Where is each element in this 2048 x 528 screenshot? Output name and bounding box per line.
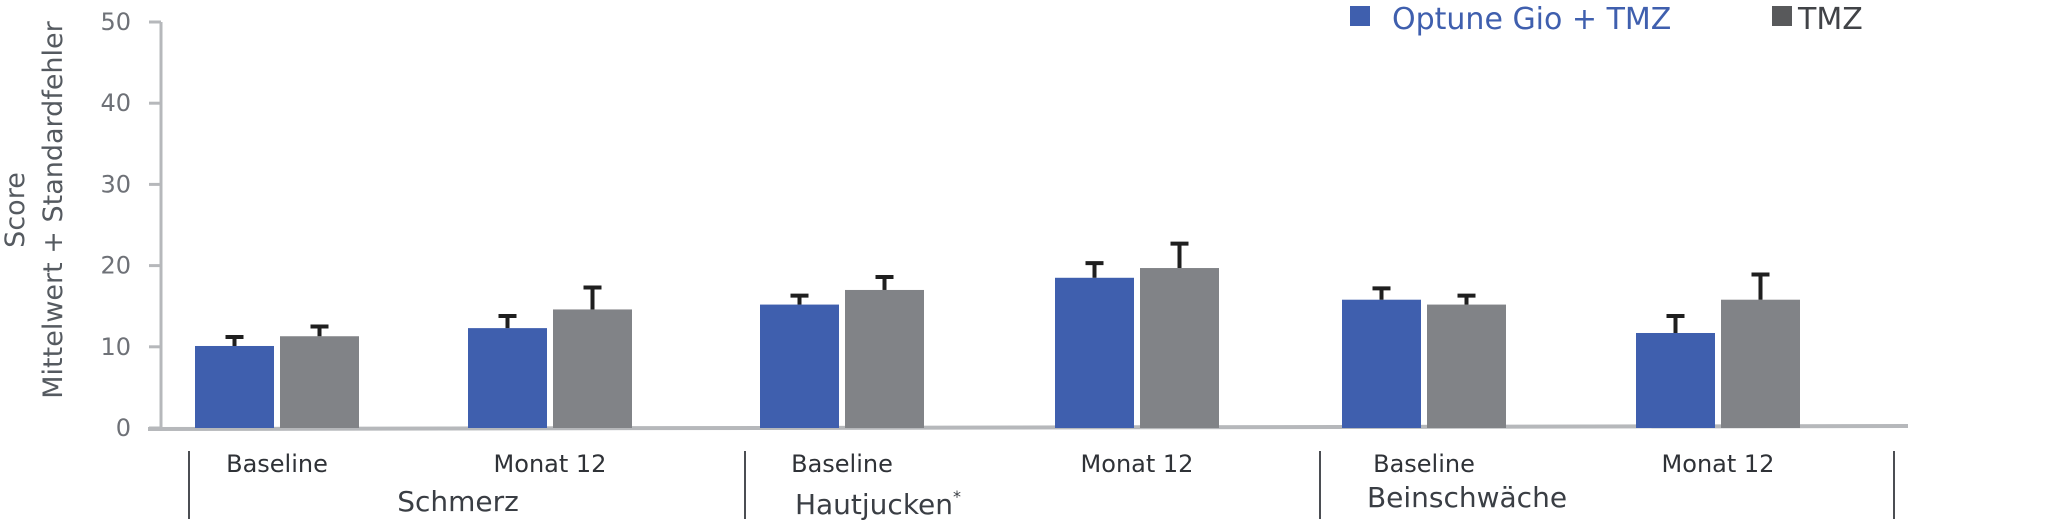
legend-label: TMZ	[1797, 2, 1863, 37]
legend: Optune Gio + TMZ TMZ	[1350, 2, 1863, 37]
y-tick-label: 50	[100, 8, 131, 36]
x-category-label: Monat 12	[494, 450, 607, 478]
bars	[195, 241, 1800, 428]
bar	[1055, 277, 1134, 428]
bar	[195, 345, 274, 428]
y-tick-label: 0	[116, 414, 131, 442]
bar	[845, 289, 924, 428]
y-axis-title: Score Mittelwert + Standardfehler	[0, 20, 69, 398]
bar	[1721, 299, 1800, 428]
y-tick-label: 10	[100, 333, 131, 361]
x-category-label: Baseline	[226, 450, 328, 478]
x-axis-line	[147, 424, 1909, 431]
bar	[760, 304, 839, 428]
y-axis-title-line: Mittelwert + Standardfehler	[38, 20, 69, 398]
x-category-label: Baseline	[791, 450, 893, 478]
legend-label: Optune Gio + TMZ	[1392, 2, 1671, 37]
group-label: Hautjucken*	[795, 487, 961, 521]
group-label: Schmerz	[397, 485, 519, 518]
y-axis-title-line: Score	[0, 172, 31, 248]
bar	[1427, 304, 1506, 428]
bar	[468, 328, 547, 428]
x-labels: Baseline Monat 12 Baseline Monat 12 Baseline…	[188, 450, 1895, 521]
bar	[1140, 268, 1219, 428]
bar	[1342, 299, 1421, 428]
x-axis	[147, 424, 1909, 431]
bar	[280, 336, 359, 428]
y-axis: 0 10 20 30 40 50	[100, 8, 163, 442]
legend-swatch	[1350, 6, 1370, 26]
group-label-footnote: *	[953, 487, 961, 506]
group-label: Beinschwäche	[1367, 481, 1567, 514]
y-tick-label: 30	[100, 170, 131, 198]
y-tick-label: 20	[100, 252, 131, 280]
x-category-label: Monat 12	[1662, 450, 1775, 478]
x-category-label: Monat 12	[1081, 450, 1194, 478]
legend-swatch	[1772, 6, 1792, 26]
y-tick-label: 40	[100, 89, 131, 117]
bar	[553, 309, 632, 428]
bar	[1636, 332, 1715, 428]
x-category-label: Baseline	[1373, 450, 1475, 478]
